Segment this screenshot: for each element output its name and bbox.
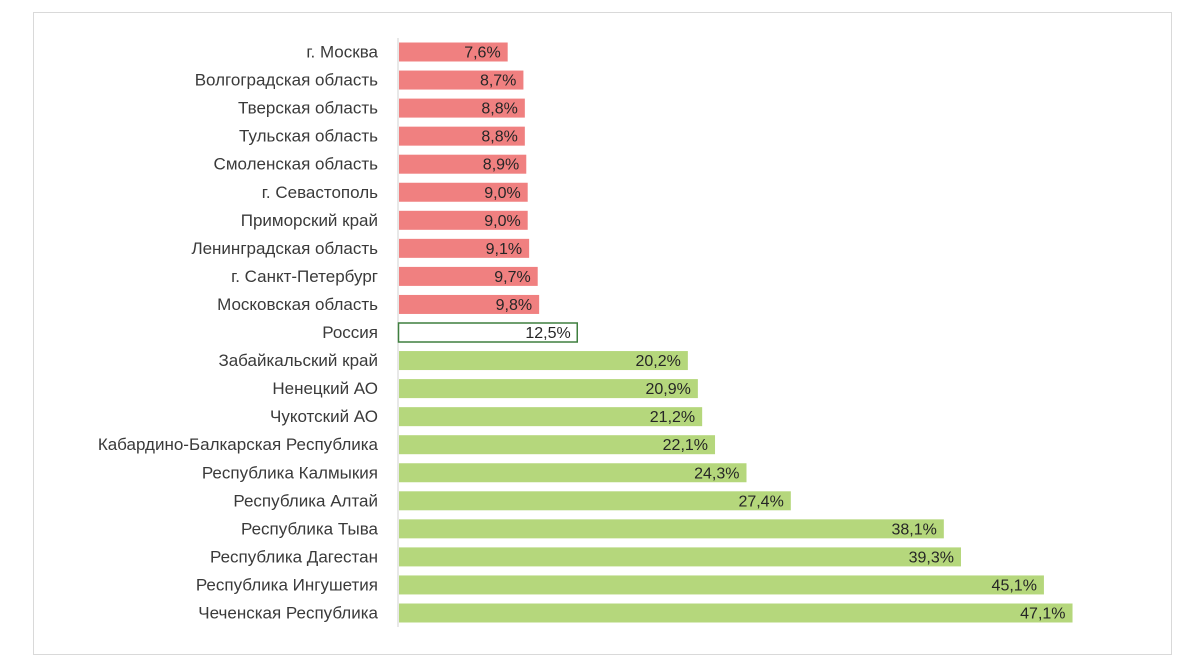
category-label: Смоленская область (214, 155, 379, 174)
data-label: 21,2% (650, 409, 695, 426)
bar (399, 379, 698, 399)
data-label: 9,1% (486, 241, 522, 258)
bar (399, 547, 961, 567)
category-label: Забайкальский край (218, 351, 378, 370)
bar (399, 210, 528, 230)
bar (399, 154, 527, 174)
category-label: Кабардино-Балкарская Республика (98, 435, 379, 454)
category-label: Ленинградская область (191, 239, 378, 258)
bar (399, 351, 688, 371)
bar (399, 603, 1073, 623)
data-label: 9,0% (484, 213, 520, 230)
data-label: 8,8% (481, 129, 517, 146)
bar (399, 266, 538, 286)
data-label: 47,1% (1020, 606, 1065, 623)
bar (399, 294, 540, 314)
data-label: 8,9% (483, 157, 519, 174)
bar (399, 519, 944, 539)
category-label: Республика Тыва (241, 519, 379, 538)
bar (399, 463, 747, 483)
data-label: 9,0% (484, 185, 520, 202)
data-label: 8,7% (480, 73, 516, 90)
bar (399, 435, 716, 455)
category-label: Волгоградская область (195, 71, 378, 90)
data-label: 20,9% (645, 381, 690, 398)
bar (399, 126, 525, 146)
bar (399, 98, 525, 118)
data-label: 9,7% (494, 269, 530, 286)
bar (399, 182, 528, 202)
category-label: Республика Алтай (233, 491, 378, 510)
bar (399, 70, 524, 90)
category-label: Республика Калмыкия (202, 463, 378, 482)
bar (397, 322, 578, 343)
data-label: 8,8% (481, 101, 517, 118)
data-label: 7,6% (464, 45, 500, 62)
category-label: Тульская область (239, 127, 378, 146)
bar (399, 238, 530, 258)
data-label: 20,2% (635, 353, 680, 370)
category-label: Республика Дагестан (210, 547, 378, 566)
data-label: 9,8% (496, 297, 532, 314)
bar (399, 575, 1044, 595)
data-label: 39,3% (909, 549, 954, 566)
category-label: г. Москва (306, 43, 378, 62)
category-label: Приморский край (241, 211, 378, 230)
category-label: Республика Ингушетия (196, 575, 378, 594)
bar (399, 42, 508, 62)
category-label: Ненецкий АО (272, 379, 378, 398)
data-label: 27,4% (738, 493, 783, 510)
data-label: 24,3% (694, 465, 739, 482)
data-label: 45,1% (992, 577, 1037, 594)
category-label: Чеченская Республика (198, 604, 378, 623)
data-label: 22,1% (663, 437, 708, 454)
category-label: Московская область (217, 295, 378, 314)
category-label: Чукотский АО (270, 407, 378, 426)
data-label: 12,5% (525, 325, 570, 342)
bar (399, 491, 791, 511)
bar (399, 407, 703, 427)
category-label: Тверская область (238, 99, 378, 118)
data-label: 38,1% (891, 521, 936, 538)
category-label: г. Санкт-Петербург (231, 267, 378, 286)
category-label: г. Севастополь (262, 183, 378, 202)
category-label: Россия (322, 323, 378, 342)
